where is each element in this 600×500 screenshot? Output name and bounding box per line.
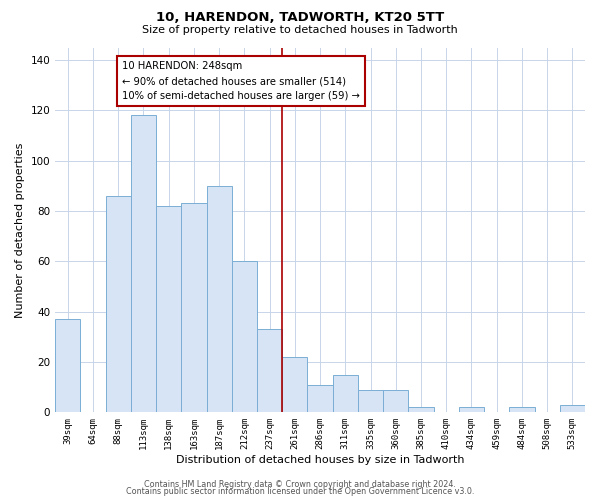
Text: Contains HM Land Registry data © Crown copyright and database right 2024.: Contains HM Land Registry data © Crown c…	[144, 480, 456, 489]
Y-axis label: Number of detached properties: Number of detached properties	[15, 142, 25, 318]
Bar	[509, 408, 535, 412]
Bar	[232, 262, 257, 412]
Text: 10, HARENDON, TADWORTH, KT20 5TT: 10, HARENDON, TADWORTH, KT20 5TT	[156, 11, 444, 24]
X-axis label: Distribution of detached houses by size in Tadworth: Distribution of detached houses by size …	[176, 455, 464, 465]
Text: 10 HARENDON: 248sqm
← 90% of detached houses are smaller (514)
10% of semi-detac: 10 HARENDON: 248sqm ← 90% of detached ho…	[122, 62, 360, 101]
Bar	[409, 408, 434, 412]
Bar	[55, 319, 80, 412]
Bar	[560, 405, 585, 412]
Bar	[383, 390, 409, 412]
Text: Contains public sector information licensed under the Open Government Licence v3: Contains public sector information licen…	[126, 487, 474, 496]
Bar	[106, 196, 131, 412]
Text: Size of property relative to detached houses in Tadworth: Size of property relative to detached ho…	[142, 25, 458, 35]
Bar	[156, 206, 181, 412]
Bar	[257, 330, 282, 412]
Bar	[332, 374, 358, 412]
Bar	[131, 116, 156, 412]
Bar	[282, 357, 307, 412]
Bar	[358, 390, 383, 412]
Bar	[459, 408, 484, 412]
Bar	[181, 204, 206, 412]
Bar	[206, 186, 232, 412]
Bar	[307, 384, 332, 412]
